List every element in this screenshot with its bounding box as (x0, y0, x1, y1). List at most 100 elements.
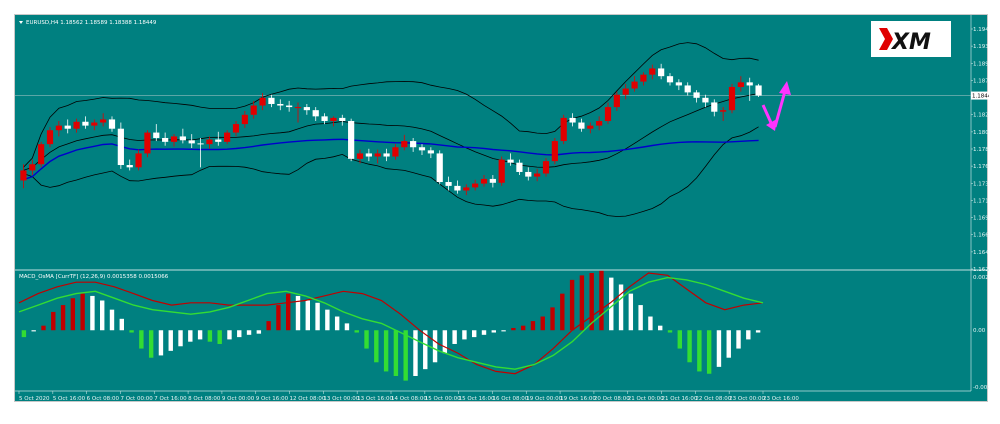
candle[interactable] (277, 99, 284, 111)
candle[interactable] (560, 114, 567, 145)
candle[interactable] (418, 144, 426, 155)
candle[interactable] (693, 90, 700, 103)
candle[interactable] (179, 128, 186, 144)
candle[interactable] (711, 99, 718, 117)
candle[interactable] (206, 136, 213, 149)
candle[interactable] (658, 63, 665, 80)
candle[interactable] (587, 122, 594, 134)
candle[interactable] (525, 167, 532, 181)
candle-body (613, 94, 620, 108)
bollinger-lower-line (23, 126, 759, 217)
candle[interactable] (684, 82, 691, 96)
chart-window[interactable]: EURUSD,H4 1.18562 1.18589 1.18388 1.1844… (14, 14, 989, 403)
candle[interactable] (746, 77, 753, 101)
candle[interactable] (737, 76, 744, 92)
candle[interactable] (197, 137, 204, 168)
candle[interactable] (348, 118, 355, 162)
chart-menu-triangle-icon[interactable] (19, 21, 23, 24)
candle[interactable] (232, 120, 240, 137)
candle[interactable] (569, 113, 576, 127)
candle[interactable] (224, 130, 231, 145)
candle[interactable] (64, 119, 71, 134)
candle[interactable] (666, 73, 674, 86)
candle[interactable] (153, 124, 160, 142)
candle[interactable] (126, 159, 133, 171)
candle[interactable] (294, 102, 302, 123)
candle[interactable] (356, 149, 364, 164)
candle[interactable] (20, 164, 27, 189)
candle[interactable] (640, 72, 647, 86)
candle[interactable] (463, 184, 470, 196)
candle[interactable] (401, 134, 408, 151)
candle-body (507, 159, 514, 163)
candle[interactable] (427, 147, 434, 159)
candle[interactable] (472, 179, 479, 191)
candle[interactable] (542, 158, 550, 177)
candle[interactable] (383, 148, 390, 162)
candle[interactable] (649, 64, 656, 80)
candle[interactable] (578, 118, 585, 132)
candle[interactable] (91, 119, 98, 131)
time-tick-label: 13 Oct 16:00 (357, 396, 393, 402)
candle[interactable] (596, 116, 603, 131)
candle-body (711, 102, 718, 112)
candle[interactable] (454, 180, 461, 194)
candle[interactable] (339, 114, 346, 126)
candle[interactable] (250, 100, 257, 119)
candle[interactable] (144, 130, 151, 158)
candle[interactable] (38, 141, 45, 168)
candle[interactable] (755, 83, 762, 98)
candle[interactable] (286, 100, 293, 112)
candle[interactable] (410, 137, 417, 152)
candle[interactable] (188, 134, 195, 149)
chart-canvas[interactable]: EURUSD,H4 1.18562 1.18589 1.18388 1.1844… (15, 15, 989, 403)
candle[interactable] (321, 113, 328, 125)
candle-body (392, 147, 399, 157)
candle[interactable] (29, 159, 36, 176)
candle[interactable] (702, 94, 709, 108)
candle[interactable] (117, 122, 124, 169)
candle[interactable] (82, 116, 89, 129)
candle[interactable] (498, 156, 505, 186)
candle[interactable] (675, 79, 682, 91)
candle[interactable] (480, 175, 488, 187)
candle[interactable] (330, 116, 337, 127)
candle[interactable] (241, 110, 248, 128)
candle[interactable] (55, 120, 62, 137)
candle[interactable] (534, 168, 541, 182)
time-tick-label: 15 Oct 00:00 (425, 396, 461, 402)
candle[interactable] (100, 113, 107, 127)
candle[interactable] (170, 134, 178, 147)
candle[interactable] (215, 131, 222, 146)
candle[interactable] (73, 118, 80, 133)
candle[interactable] (312, 107, 319, 121)
candle[interactable] (374, 149, 381, 164)
candle[interactable] (162, 132, 169, 146)
candle[interactable] (622, 83, 629, 100)
candle[interactable] (720, 107, 727, 121)
candle[interactable] (392, 144, 399, 160)
candle[interactable] (135, 149, 142, 171)
candle[interactable] (516, 159, 523, 176)
candle[interactable] (268, 94, 275, 108)
time-tick-label: 13 Oct 00:00 (323, 396, 359, 402)
candle[interactable] (604, 102, 612, 125)
candle[interactable] (259, 93, 266, 111)
time-tick-label: 5 Oct 16:00 (53, 396, 86, 402)
candle-body (480, 178, 488, 184)
candle[interactable] (108, 116, 116, 132)
candle[interactable] (551, 137, 558, 165)
candle[interactable] (365, 148, 372, 162)
candle[interactable] (507, 153, 514, 166)
candle[interactable] (613, 91, 620, 111)
candle[interactable] (436, 150, 443, 185)
candle[interactable] (489, 175, 496, 188)
candle[interactable] (46, 127, 54, 148)
candle-body (126, 165, 133, 168)
candle-body (259, 97, 266, 106)
candle[interactable] (631, 76, 638, 92)
candle[interactable] (445, 176, 452, 191)
candle-body (746, 82, 753, 86)
candle[interactable] (728, 83, 736, 114)
candle[interactable] (303, 103, 310, 115)
